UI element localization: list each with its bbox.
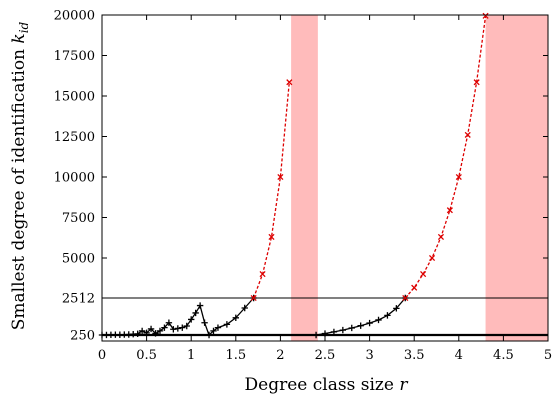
series-1-point-22	[192, 309, 199, 317]
series-3	[312, 294, 409, 339]
series-2-point-4	[277, 173, 284, 181]
series-1-point-26	[210, 327, 217, 335]
series-1-point-28	[223, 321, 231, 328]
series-1-point-23	[196, 302, 204, 309]
series-1-point-11	[143, 329, 150, 337]
plot-frame	[101, 14, 549, 342]
y-tick-label-6: 12500	[54, 130, 95, 145]
series-2-point-1	[250, 294, 257, 302]
y-tick-label-1: 250	[70, 329, 95, 344]
series-4-point-4	[428, 254, 436, 262]
series-1-point-12	[147, 325, 155, 333]
series-1-point-19	[179, 324, 186, 331]
series-3-point-6	[357, 322, 364, 329]
series-4-point-6	[446, 207, 453, 214]
series-3-point-5	[348, 324, 355, 332]
y-axis-title: Smallest degree of identification kid	[9, 21, 31, 330]
series-4-point-5	[437, 233, 445, 240]
series-3-point-8	[375, 316, 382, 324]
x-tick-label-10: 4.5	[493, 348, 514, 363]
series-2-point-2	[259, 271, 266, 278]
x-tick-label-8: 3.5	[404, 348, 425, 363]
y-tick-label-9: 20000	[54, 9, 95, 24]
series-2-point-3	[268, 233, 275, 240]
series-1	[98, 294, 257, 339]
series-2	[250, 79, 293, 302]
series-4-line	[404, 15, 487, 299]
series-4-point-7	[455, 173, 462, 181]
series-1-point-25	[205, 331, 213, 339]
series-2-point-5	[286, 79, 293, 86]
series-3-point-2	[321, 330, 329, 337]
series-1-point-16	[165, 319, 173, 326]
series-1-point-30	[241, 304, 248, 312]
series-4-point-9	[473, 79, 480, 86]
x-tick-label-9: 4	[455, 348, 463, 363]
series-3-point-10	[393, 305, 400, 312]
y-tick-label-4: 7500	[62, 211, 95, 226]
series-1-point-14	[156, 327, 164, 335]
series-1-point-21	[188, 316, 195, 323]
reference-lines	[102, 297, 548, 337]
series-1-point-17	[170, 326, 177, 333]
series-1-point-15	[161, 324, 168, 331]
data-series	[98, 12, 489, 339]
x-tick-label-2: 0.5	[136, 348, 157, 363]
x-tick-label-3: 1	[187, 348, 195, 363]
series-3-point-7	[366, 319, 373, 327]
shaded-region-2	[485, 15, 548, 341]
tick-labels: 0 0.5 1 1.5 2 2.5 3 3.5 4 4.5 5 250 2512 5000 7500 1000…	[54, 9, 553, 364]
x-tick-label-5: 2	[276, 348, 284, 363]
shaded-region-1	[291, 15, 318, 341]
x-tick-label-4: 1.5	[225, 348, 246, 363]
series-4-point-8	[464, 131, 471, 138]
series-4-point-3	[420, 271, 427, 278]
x-tick-label-11: 5	[544, 348, 552, 363]
series-1-point-27	[214, 324, 222, 331]
x-tick-label-7: 3	[365, 348, 373, 363]
series-1-point-29	[232, 314, 239, 322]
plot-border	[101, 14, 549, 342]
series-4-point-2	[411, 284, 418, 291]
series-3-point-3	[330, 328, 338, 336]
series-1-point-20	[183, 322, 190, 330]
series-4-point-10	[482, 12, 489, 19]
series-3-point-1	[312, 331, 320, 339]
y-tick-label-3: 5000	[62, 252, 95, 267]
x-tick-label-1: 0	[98, 348, 106, 363]
y-tick-label-8: 17500	[54, 49, 95, 64]
y-tick-label-2: 2512	[62, 292, 95, 307]
series-4	[402, 12, 489, 302]
series-1-point-13	[152, 330, 159, 337]
series-1-point-9	[134, 330, 141, 338]
series-1-point-18	[174, 325, 182, 332]
series-1-point-10	[138, 327, 146, 335]
series-3-line	[315, 297, 406, 336]
series-3-point-4	[339, 326, 347, 334]
x-tick-label-6: 2.5	[315, 348, 336, 363]
y-tick-label-7: 15000	[54, 90, 95, 105]
shaded-regions	[291, 15, 548, 341]
series-3-point-9	[384, 312, 391, 319]
series-2-line	[252, 82, 290, 299]
series-1-point-24	[201, 319, 208, 326]
series-4-point-1	[402, 294, 409, 302]
y-tick-label-5: 10000	[54, 171, 95, 186]
axis-ticks	[101, 14, 549, 341]
x-axis-title: Degree class size r	[245, 375, 409, 395]
